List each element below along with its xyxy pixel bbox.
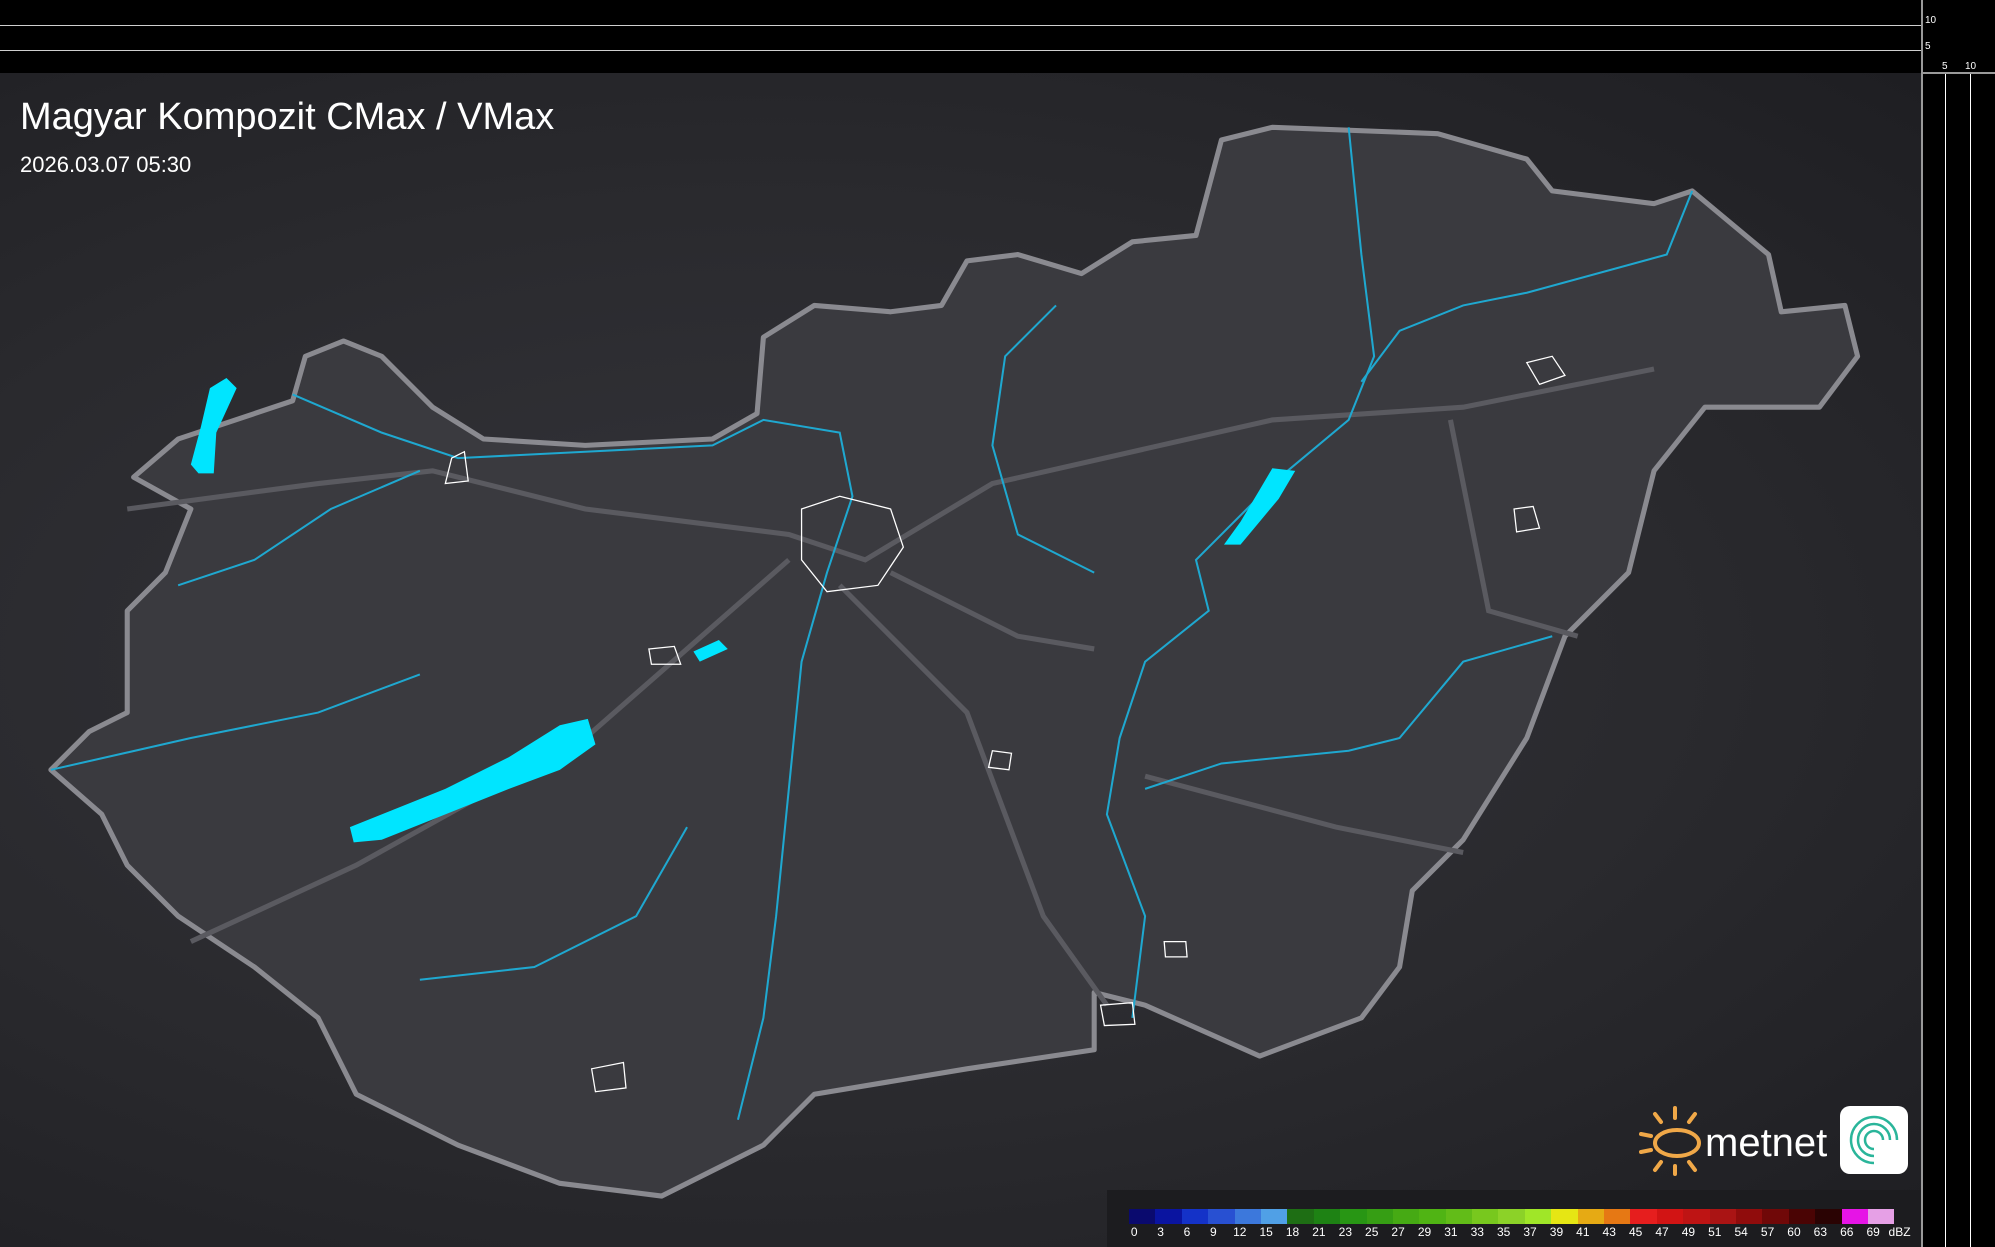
- legend-swatch: [1472, 1209, 1499, 1224]
- ruler-tick-label: 5: [1925, 41, 1931, 52]
- legend-swatch: [1762, 1209, 1789, 1224]
- legend-label: 3: [1157, 1225, 1164, 1239]
- legend-label: 31: [1444, 1225, 1458, 1239]
- radar-map[interactable]: [0, 73, 1921, 1247]
- legend-label: 60: [1787, 1225, 1801, 1239]
- legend-label: 27: [1391, 1225, 1405, 1239]
- legend-label: 9: [1210, 1225, 1217, 1239]
- sun-icon: [1639, 1106, 1701, 1176]
- legend-label: 0: [1130, 1225, 1138, 1239]
- legend-swatch: [1208, 1209, 1235, 1224]
- lake-balaton: [349, 718, 596, 843]
- legend-swatch: [1867, 1209, 1895, 1224]
- legend-swatch: [1313, 1209, 1341, 1224]
- city-outlines: [444, 355, 1566, 1093]
- ruler-line-5: [1945, 74, 1946, 1247]
- svg-text:metnet: metnet: [1705, 1121, 1827, 1165]
- legend-label: dBZ: [1888, 1225, 1911, 1239]
- legend-swatch: [1181, 1209, 1209, 1224]
- legend-swatch: [1498, 1209, 1525, 1224]
- legend-label: 41: [1576, 1225, 1590, 1239]
- color-scale-legend: 0 3 6 9 12 15 18 21 23 25 27 29 31 33 35 37 39 41 43 45 47 49…: [1107, 1190, 1921, 1247]
- ruler-line-10: [1970, 74, 1971, 1247]
- legend-swatch: [1445, 1209, 1473, 1224]
- legend-swatch: [1815, 1209, 1842, 1224]
- legend-label: 33: [1470, 1225, 1484, 1239]
- legend-swatch: [1788, 1209, 1816, 1224]
- legend-label: 47: [1655, 1225, 1669, 1239]
- ruler-line-5: [0, 50, 1921, 51]
- legend-label: 12: [1233, 1225, 1247, 1239]
- legend-label: 69: [1866, 1225, 1880, 1239]
- legend-swatch: [1735, 1209, 1763, 1224]
- legend-swatch: [1841, 1209, 1868, 1224]
- country-hungary: [48, 124, 1861, 1199]
- legend-label: 43: [1602, 1225, 1616, 1239]
- legend-swatch: [1524, 1209, 1552, 1224]
- legend-swatch: [1683, 1209, 1710, 1224]
- legend-swatch: [1656, 1209, 1684, 1224]
- legend-swatch: [1604, 1209, 1631, 1224]
- legend-swatch: [1287, 1209, 1314, 1224]
- ruler-line-10: [0, 25, 1921, 26]
- legend-label: 23: [1338, 1225, 1352, 1239]
- ruler-tick-label: 5: [1942, 61, 1948, 72]
- ruler-tick-label: 10: [1925, 15, 1937, 26]
- legend-label: 63: [1813, 1225, 1828, 1239]
- legend-swatch: [1709, 1209, 1736, 1224]
- legend-swatch: [1366, 1209, 1393, 1224]
- legend-label: 25: [1365, 1225, 1379, 1239]
- legend-label: 57: [1760, 1225, 1775, 1239]
- lake-velence: [693, 640, 728, 662]
- metnet-logo: metnet: [1635, 1100, 1915, 1185]
- rivers: [50, 127, 1694, 1120]
- legend-swatch: [1419, 1209, 1446, 1224]
- legend-label: 49: [1681, 1225, 1696, 1239]
- right-ruler: [1921, 0, 1995, 1247]
- swirl-icon: [1849, 1115, 1899, 1165]
- legend-label: 21: [1312, 1225, 1326, 1239]
- legend-swatch: [1340, 1209, 1367, 1224]
- legend-label: 6: [1183, 1225, 1191, 1239]
- legend-swatch: [1551, 1209, 1578, 1224]
- legend-label: 51: [1708, 1225, 1722, 1239]
- legend-label: 66: [1840, 1225, 1854, 1239]
- legend-swatch: [1260, 1209, 1288, 1224]
- legend-label: 39: [1549, 1225, 1564, 1239]
- legend-label: 35: [1496, 1225, 1511, 1239]
- lakes: [190, 377, 1296, 843]
- legend-label: 29: [1417, 1225, 1432, 1239]
- map-timestamp: 2026.03.07 05:30: [20, 152, 192, 177]
- legend-swatch: [1577, 1209, 1605, 1224]
- legend-label: 45: [1628, 1225, 1643, 1239]
- ruler-corner-line: [1921, 72, 1995, 74]
- legend-label: 37: [1523, 1225, 1537, 1239]
- lake-tisza: [1223, 468, 1296, 545]
- legend-swatch: [1234, 1209, 1261, 1224]
- map-title: Magyar Kompozit CMax / VMax: [20, 96, 555, 138]
- color-scale-labels: 0 3 6 9 12 15 18 21 23 25 27 29 31 33 35 37 39 41 43 45 47 49…: [1121, 1225, 1921, 1239]
- legend-swatch: [1129, 1209, 1156, 1224]
- ruler-tick-label: 10: [1965, 61, 1977, 72]
- top-ruler: [0, 0, 1921, 73]
- lake-ferto: [190, 377, 237, 474]
- color-scale-boxes: [1129, 1209, 1895, 1224]
- hungary-map: [48, 124, 1861, 1199]
- legend-label: 18: [1285, 1225, 1300, 1239]
- legend-label: 54: [1734, 1225, 1748, 1239]
- legend-swatch: [1630, 1209, 1657, 1224]
- legend-swatch: [1155, 1209, 1182, 1224]
- legend-swatch: [1392, 1209, 1420, 1224]
- legend-label: 15: [1259, 1225, 1273, 1239]
